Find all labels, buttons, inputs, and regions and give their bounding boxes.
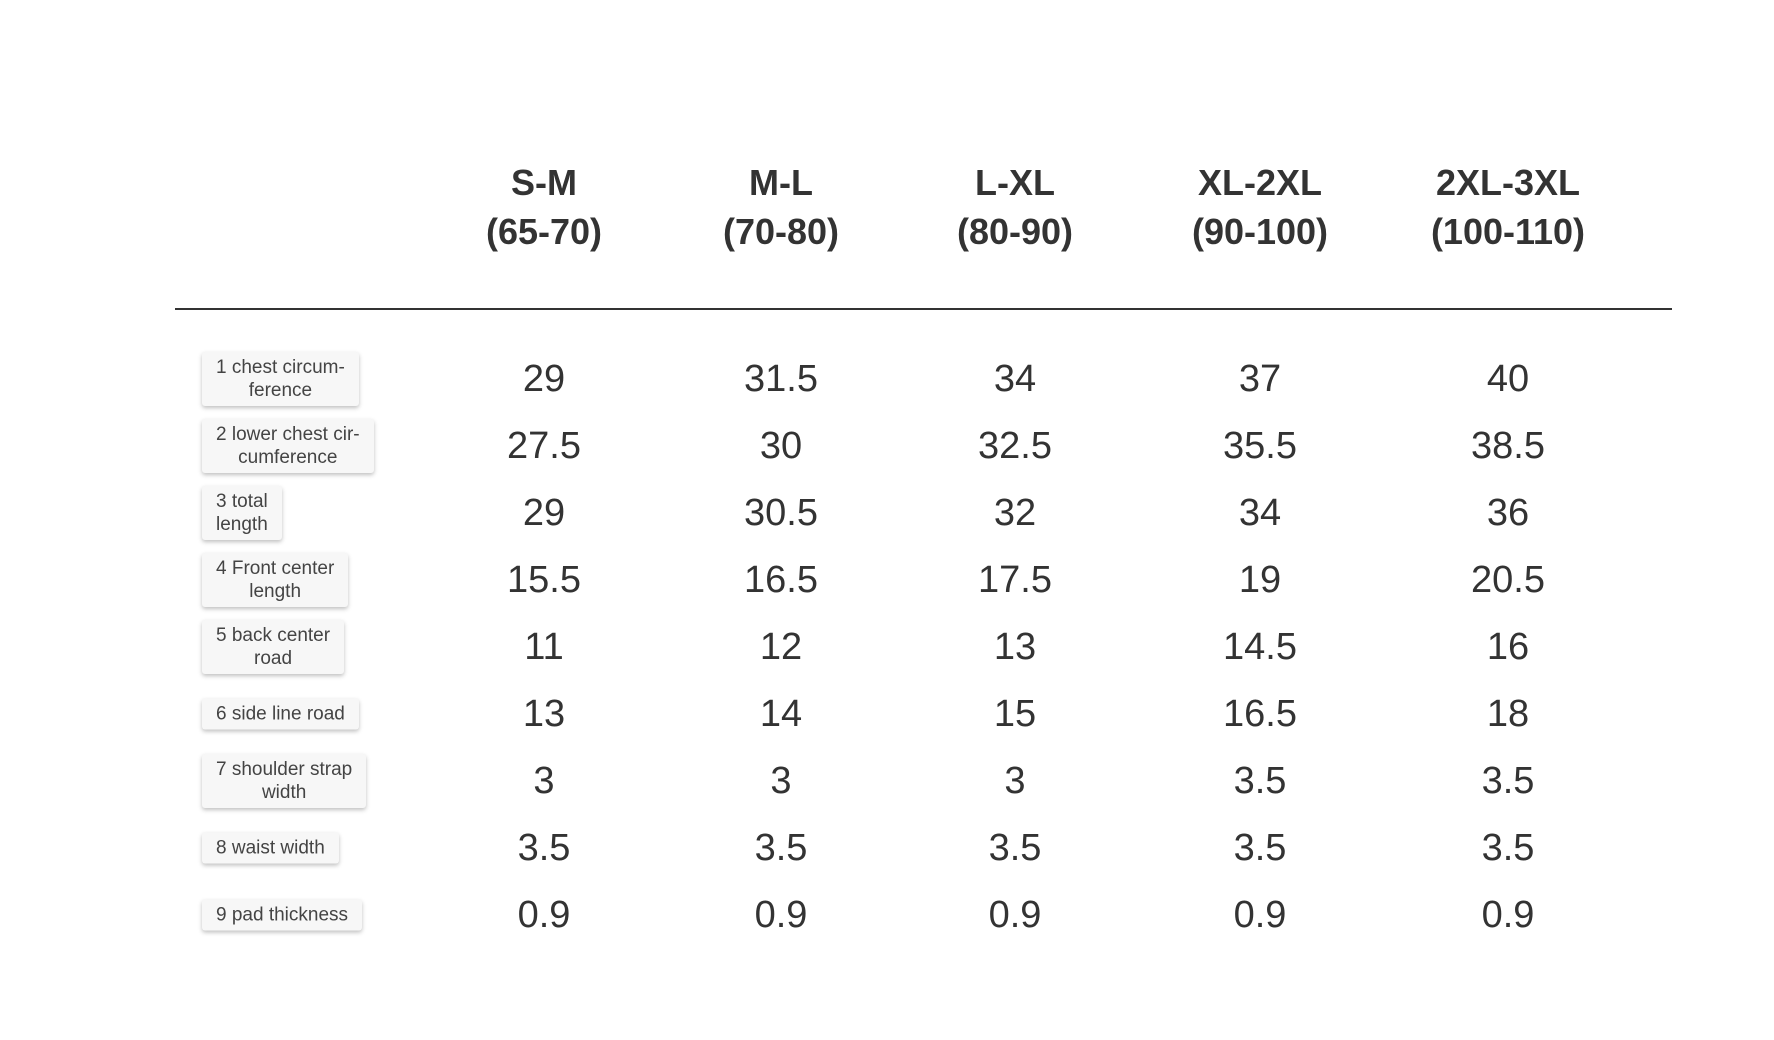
row-label: 3 total length xyxy=(202,486,282,540)
cell-value: 29 xyxy=(522,358,566,400)
cell-value: 3.5 xyxy=(517,827,571,869)
cell-value: 0.9 xyxy=(517,894,571,936)
cell-value: 13 xyxy=(993,626,1037,668)
cell-value: 3.5 xyxy=(1481,760,1535,802)
row-label: 2 lower chest cir-cumference xyxy=(202,419,374,473)
cell-value: 0.9 xyxy=(988,894,1042,936)
row-label: 7 shoulder strap width xyxy=(202,754,367,808)
cell-value: 27.5 xyxy=(507,425,581,467)
cell-value: 11 xyxy=(524,626,564,668)
label-line: width xyxy=(261,782,307,803)
size-range: (90-100) xyxy=(1191,211,1329,252)
cell-value: 40 xyxy=(1486,358,1530,400)
cell-value: 3.5 xyxy=(1233,760,1287,802)
header-rule xyxy=(175,308,1672,310)
cell-value: 3.5 xyxy=(1233,827,1287,869)
size-name: S-M xyxy=(511,162,577,203)
cell-value: 35.5 xyxy=(1223,425,1297,467)
size-range: (70-80) xyxy=(722,211,840,252)
label-line: length xyxy=(216,514,268,535)
cell-value: 37 xyxy=(1238,358,1282,400)
cell-value: 12 xyxy=(759,626,803,668)
label-line: 6 side line road xyxy=(216,703,345,725)
cell-value: 20.5 xyxy=(1471,559,1545,601)
row-label: 6 side line road xyxy=(202,698,359,730)
cell-value: 17.5 xyxy=(978,559,1052,601)
row-label: 5 back center road xyxy=(202,620,345,674)
cell-value: 36 xyxy=(1486,492,1530,534)
row-label: 4 Front center length xyxy=(202,553,349,607)
label-line: road xyxy=(254,648,293,669)
row-label: 8 waist width xyxy=(202,832,339,864)
row-label: 9 pad thickness xyxy=(202,899,363,931)
size-name: L-XL xyxy=(975,162,1055,203)
label-line: length xyxy=(249,581,302,602)
label-line: 2 lower chest cir- xyxy=(216,424,360,445)
cell-value: 38.5 xyxy=(1471,425,1545,467)
cell-value: 0.9 xyxy=(754,894,808,936)
cell-value: 3.5 xyxy=(754,827,808,869)
cell-value: 32 xyxy=(993,492,1037,534)
cell-value: 31.5 xyxy=(744,358,818,400)
cell-value: 16.5 xyxy=(1223,693,1297,735)
column-header: XL-2XL (90-100) xyxy=(1140,158,1380,256)
cell-value: 3 xyxy=(533,760,555,802)
label-line: ference xyxy=(248,380,313,401)
cell-value: 32.5 xyxy=(978,425,1052,467)
label-line: 1 chest circum- xyxy=(216,357,345,378)
size-range: (80-90) xyxy=(956,211,1074,252)
cell-value: 34 xyxy=(1238,492,1282,534)
cell-value: 14.5 xyxy=(1223,626,1297,668)
cell-value: 30.5 xyxy=(744,492,818,534)
cell-value: 3.5 xyxy=(1481,827,1535,869)
column-header: 2XL-3XL (100-110) xyxy=(1388,158,1628,256)
cell-value: 34 xyxy=(993,358,1037,400)
cell-value: 29 xyxy=(522,492,566,534)
size-name: XL-2XL xyxy=(1197,162,1322,203)
cell-value: 16 xyxy=(1486,626,1530,668)
label-line: 7 shoulder strap xyxy=(216,759,353,780)
column-header: L-XL (80-90) xyxy=(895,158,1135,256)
cell-value: 30 xyxy=(759,425,803,467)
column-header: S-M (65-70) xyxy=(424,158,664,256)
cell-value: 3 xyxy=(770,760,792,802)
column-header: M-L (70-80) xyxy=(661,158,901,256)
label-line: 8 waist width xyxy=(216,837,325,859)
cell-value: 3 xyxy=(1004,760,1026,802)
label-line: 5 back center xyxy=(216,625,331,646)
cell-value: 15.5 xyxy=(507,559,581,601)
row-label: 1 chest circum-ference xyxy=(202,352,359,406)
cell-value: 14 xyxy=(759,693,803,735)
size-range: (100-110) xyxy=(1430,211,1586,252)
cell-value: 13 xyxy=(522,693,566,735)
cell-value: 0.9 xyxy=(1481,894,1535,936)
label-line: 4 Front center xyxy=(216,558,335,579)
cell-value: 15 xyxy=(993,693,1037,735)
cell-value: 16.5 xyxy=(744,559,818,601)
cell-value: 19 xyxy=(1238,559,1282,601)
size-name: 2XL-3XL xyxy=(1435,162,1581,203)
label-line: 3 total xyxy=(216,491,268,512)
label-line: cumference xyxy=(238,447,338,468)
label-line: 9 pad thickness xyxy=(216,904,349,926)
size-name: M-L xyxy=(749,162,813,203)
size-range: (65-70) xyxy=(485,211,603,252)
cell-value: 0.9 xyxy=(1233,894,1287,936)
cell-value: 18 xyxy=(1486,693,1530,735)
cell-value: 3.5 xyxy=(988,827,1042,869)
